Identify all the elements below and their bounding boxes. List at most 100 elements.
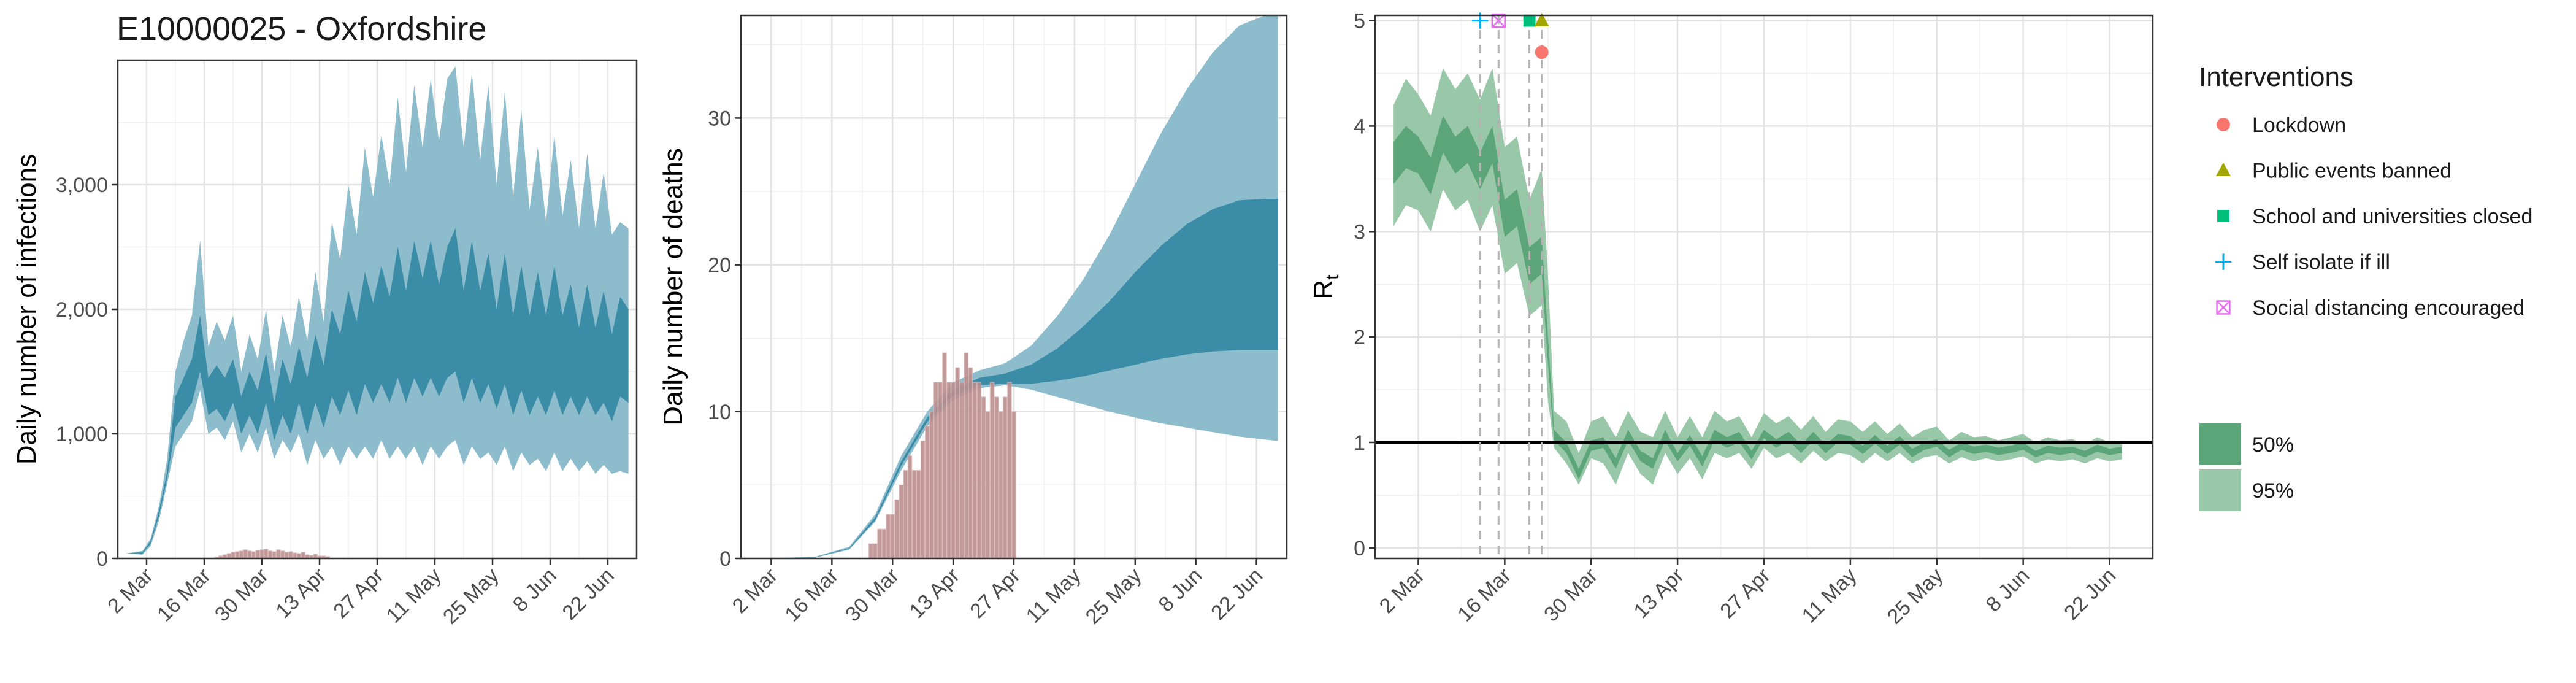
intervention-marker	[1535, 45, 1549, 60]
rt-x-tick-label: 13 Apr	[1629, 564, 1688, 623]
legend-key-triangle	[2215, 162, 2231, 176]
deaths-x-tick-label: 2 Mar	[728, 564, 782, 618]
rt-x-tick-label: 27 Apr	[1715, 564, 1774, 623]
rt-ribbon-50pct	[1393, 115, 2122, 480]
infections-y-tick-label: 2,000	[56, 298, 108, 322]
deaths-bar	[924, 426, 930, 559]
infections-bar	[280, 550, 285, 559]
legend-label: Lockdown	[2252, 114, 2346, 137]
deaths-y-axis-title: Daily number of deaths	[658, 148, 688, 425]
infections-x-tick-label: 22 Jun	[558, 564, 619, 625]
legend-fill-key	[2199, 469, 2241, 511]
intervention-marker-box	[1491, 13, 1506, 28]
rt-panel: 0 1 2 3 4 5 2 Mar 16 Mar 30 Mar 13 Apr 27 Apr 11 Ma…	[1308, 10, 2154, 629]
rt-x-tick-label: 22 Jun	[2060, 564, 2120, 625]
rt-x-tick-label: 8 Jun	[1982, 564, 2034, 617]
deaths-bar	[1011, 411, 1016, 559]
legend-key	[2217, 118, 2230, 131]
deaths-x-tick-label: 27 Apr	[965, 564, 1024, 623]
rt-x-tick-label: 25 May	[1883, 564, 1948, 629]
rt-x-tick-label: 2 Mar	[1375, 564, 1429, 618]
intervention-marker	[1523, 14, 1536, 27]
deaths-bar	[976, 382, 982, 559]
intervention-marker	[1534, 12, 1549, 26]
infections-x-tick-label: 25 May	[439, 564, 504, 629]
rt-x-tick-label: 30 Mar	[1539, 564, 1602, 627]
deaths-x-tick-label: 16 Mar	[780, 564, 843, 627]
rt-y-tick-label: 5	[1354, 10, 1365, 33]
deaths-bar	[907, 455, 913, 559]
deaths-bar	[881, 528, 886, 559]
infections-x-tick-label: 2 Mar	[103, 564, 157, 618]
deaths-bar	[959, 382, 964, 559]
legend-fill-label: 50%	[2252, 433, 2294, 457]
rt-y-tick-label: 3	[1354, 220, 1365, 244]
deaths-bar	[938, 382, 943, 559]
deaths-bar	[933, 382, 938, 559]
legend-fill-label: 95%	[2252, 479, 2294, 503]
deaths-bar	[994, 396, 999, 559]
deaths-bar	[964, 352, 969, 559]
deaths-y-tick-label: 20	[708, 254, 731, 277]
legend: Interventions Lockdown Public events banne…	[2199, 62, 2532, 511]
deaths-bar	[920, 441, 926, 559]
deaths-bar	[868, 543, 873, 559]
rt-y-axis-subscript: t	[1322, 274, 1343, 280]
deaths-bar	[946, 382, 951, 559]
deaths-bar	[968, 367, 973, 559]
rt-y-tick-label: 2	[1354, 326, 1365, 349]
deaths-x-tick-label: 30 Mar	[841, 564, 903, 627]
infections-x-tick-label: 13 Apr	[271, 564, 330, 623]
legend-key	[2215, 253, 2232, 270]
deaths-bar	[877, 528, 882, 559]
intervention-marker-square	[1523, 14, 1536, 27]
deaths-bar	[929, 411, 934, 559]
infections-ribbon-50pct	[126, 228, 629, 554]
deaths-bar	[989, 382, 995, 559]
intervention-marker-circle	[1535, 45, 1549, 60]
deaths-x-tick-label: 11 May	[1022, 564, 1086, 628]
deaths-y-tick-label: 10	[708, 401, 731, 424]
infections-bar	[259, 549, 264, 559]
deaths-x-tick-label: 13 Apr	[905, 564, 964, 623]
legend-key-square	[2217, 210, 2229, 222]
deaths-bar	[981, 396, 986, 559]
legend-title: Interventions	[2199, 62, 2353, 92]
intervention-marker	[1491, 13, 1506, 28]
deaths-bar	[911, 469, 917, 559]
infections-y-tick-label: 1,000	[56, 423, 108, 446]
infections-x-tick-label: 30 Mar	[210, 564, 273, 627]
infections-bar	[272, 551, 277, 559]
deaths-bar	[890, 514, 895, 559]
infections-y-tick-label: 0	[96, 547, 108, 571]
deaths-ribbon-50pct	[749, 199, 1278, 558]
legend-key	[2217, 210, 2229, 222]
legend-label: School and universities closed	[2252, 205, 2532, 228]
intervention-marker-x2	[1491, 14, 1506, 28]
deaths-bar	[942, 352, 947, 559]
infections-bar	[276, 549, 281, 559]
infections-bar	[288, 551, 293, 559]
infections-bar	[239, 550, 244, 559]
deaths-bar	[1007, 382, 1012, 559]
figure-title: E10000025 - Oxfordshire	[117, 10, 486, 47]
legend-key	[2215, 162, 2231, 176]
deaths-bar	[951, 382, 956, 559]
legend-label: Social distancing encouraged	[2252, 296, 2524, 320]
infections-bar	[284, 552, 289, 559]
legend-label: Self isolate if ill	[2252, 251, 2390, 274]
deaths-bar	[999, 411, 1003, 559]
infections-bar	[243, 549, 248, 559]
legend-label: Public events banned	[2252, 160, 2451, 183]
infections-bar	[251, 551, 256, 559]
rt-y-tick-label: 1	[1354, 431, 1365, 455]
infections-bar	[231, 552, 236, 559]
infections-bar	[301, 552, 305, 559]
legend-key	[2216, 300, 2231, 315]
deaths-x-tick-label: 25 May	[1081, 564, 1146, 629]
rt-x-tick-label: 11 May	[1798, 564, 1861, 628]
deaths-y-tick-label: 30	[708, 107, 731, 130]
deaths-bar	[955, 367, 960, 559]
rt-y-tick-label: 4	[1354, 115, 1365, 138]
